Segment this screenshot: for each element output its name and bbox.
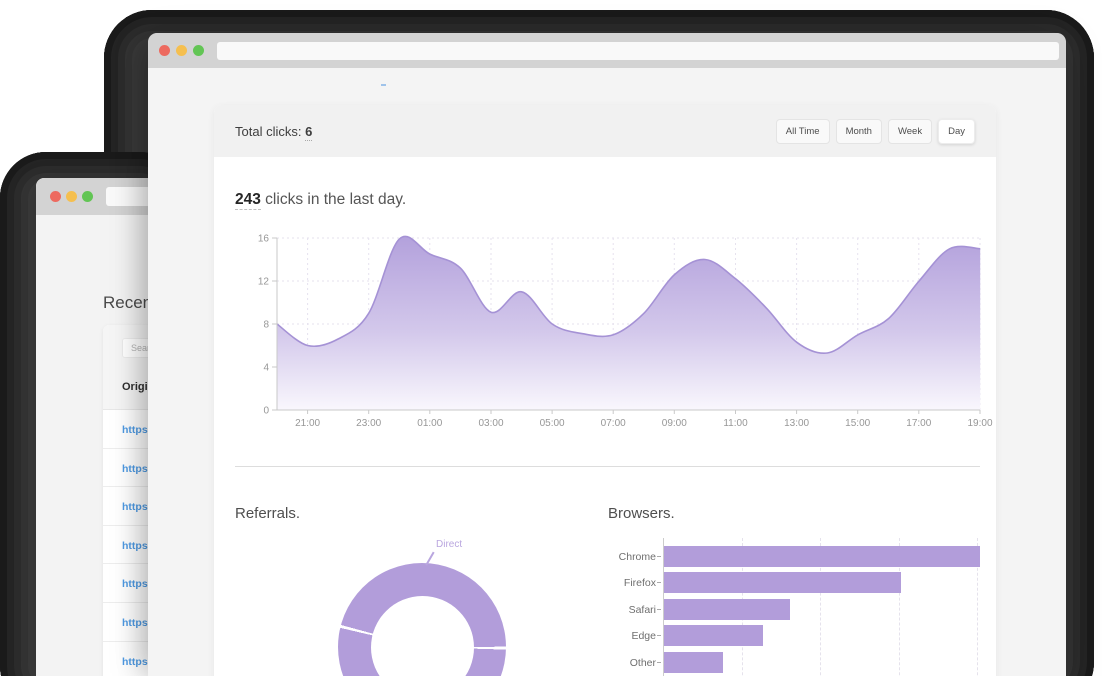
svg-text:03:00: 03:00	[478, 418, 503, 429]
url-bar[interactable]	[217, 42, 1059, 60]
area-series-line	[276, 235, 981, 355]
svg-text:21:00: 21:00	[295, 418, 320, 429]
section-divider	[235, 466, 980, 467]
bar-row: Safari	[608, 599, 790, 620]
svg-text:07:00: 07:00	[601, 418, 626, 429]
svg-text:05:00: 05:00	[540, 418, 565, 429]
browsers-bar-chart: Chrome Firefox Safari Edge	[608, 530, 996, 676]
bar-gridline	[977, 538, 978, 676]
minimize-window-icon[interactable]	[66, 191, 77, 202]
bar-firefox	[664, 572, 901, 593]
bar-y-axis	[663, 538, 664, 676]
bar-row: Firefox	[608, 572, 901, 593]
front-browser-window: Total clicks: 6 All Time Month Week Day …	[148, 33, 1066, 676]
donut-slice-label: Direct	[436, 539, 463, 550]
filter-week-button[interactable]: Week	[887, 118, 933, 144]
bar-edge	[664, 625, 763, 646]
total-clicks-value: 6	[305, 123, 313, 141]
x-axis-tick-labels: 21:00 23:00 01:00 03:00 05:00 07:00 09:0…	[295, 418, 993, 429]
bar-category-label: Edge	[631, 629, 656, 642]
bar-row: Other	[608, 652, 723, 673]
bar-category-label: Other	[629, 656, 656, 669]
bar-gridline	[899, 538, 900, 676]
bar-category-label: Chrome	[618, 550, 656, 563]
bar-category-label: Firefox	[623, 576, 656, 589]
clicks-count: 243	[235, 191, 261, 210]
total-clicks-label: Total clicks:	[235, 123, 302, 139]
svg-text:19:00: 19:00	[967, 418, 992, 429]
panel-header: Total clicks: 6 All Time Month Week Day	[214, 105, 996, 157]
bar-row: Chrome	[608, 546, 980, 567]
bar-tick-mark	[657, 556, 661, 557]
referrals-title: Referrals.	[235, 505, 301, 522]
clicks-headline: 243 clicks in the last day.	[235, 191, 407, 210]
bar-chrome	[664, 546, 980, 567]
bar-tick-mark	[657, 609, 661, 610]
close-window-icon[interactable]	[50, 191, 61, 202]
clicks-headline-text: clicks in the last day.	[260, 191, 407, 208]
filter-all-time-button[interactable]: All Time	[775, 118, 830, 144]
svg-text:13:00: 13:00	[784, 418, 809, 429]
bar-gridline	[820, 538, 821, 676]
y-axis-tick-labels: 16 12 8 4 0	[258, 234, 270, 417]
svg-text:16: 16	[258, 234, 270, 245]
svg-text:4: 4	[263, 363, 269, 374]
analytics-panel: Total clicks: 6 All Time Month Week Day …	[214, 105, 996, 676]
clicks-area-chart: 16 12 8 4 0 21:00 23:00 01:00 03:00 05:0…	[258, 234, 993, 430]
svg-text:0: 0	[263, 406, 269, 417]
svg-text:15:00: 15:00	[845, 418, 870, 429]
total-clicks: Total clicks: 6	[235, 123, 313, 141]
bar-safari	[664, 599, 790, 620]
bar-tick-mark	[657, 582, 661, 583]
blue-dash-artifact	[381, 84, 386, 86]
column-header-origin: Origin	[122, 381, 155, 393]
svg-text:01:00: 01:00	[417, 418, 442, 429]
browsers-title: Browsers.	[608, 505, 675, 522]
svg-text:12: 12	[258, 277, 270, 288]
filter-month-button[interactable]: Month	[835, 118, 882, 144]
filter-day-button[interactable]: Day	[938, 118, 975, 144]
bar-tick-mark	[657, 662, 661, 663]
svg-text:09:00: 09:00	[662, 418, 687, 429]
page-title: Recent	[103, 293, 157, 312]
bar-category-label: Safari	[628, 603, 656, 616]
bar-other	[664, 652, 723, 673]
svg-text:11:00: 11:00	[723, 418, 748, 429]
time-filter-group: All Time Month Week Day	[775, 118, 975, 144]
area-series-fill	[277, 236, 981, 410]
bar-tick-mark	[657, 635, 661, 636]
bar-row: Edge	[608, 625, 763, 646]
front-titlebar	[148, 33, 1066, 68]
close-window-icon[interactable]	[159, 45, 170, 56]
svg-text:8: 8	[263, 320, 269, 331]
maximize-window-icon[interactable]	[82, 191, 93, 202]
svg-text:17:00: 17:00	[906, 418, 931, 429]
referrals-donut-chart	[338, 563, 506, 676]
minimize-window-icon[interactable]	[176, 45, 187, 56]
svg-text:23:00: 23:00	[356, 418, 381, 429]
maximize-window-icon[interactable]	[193, 45, 204, 56]
chart-axes	[272, 237, 981, 414]
